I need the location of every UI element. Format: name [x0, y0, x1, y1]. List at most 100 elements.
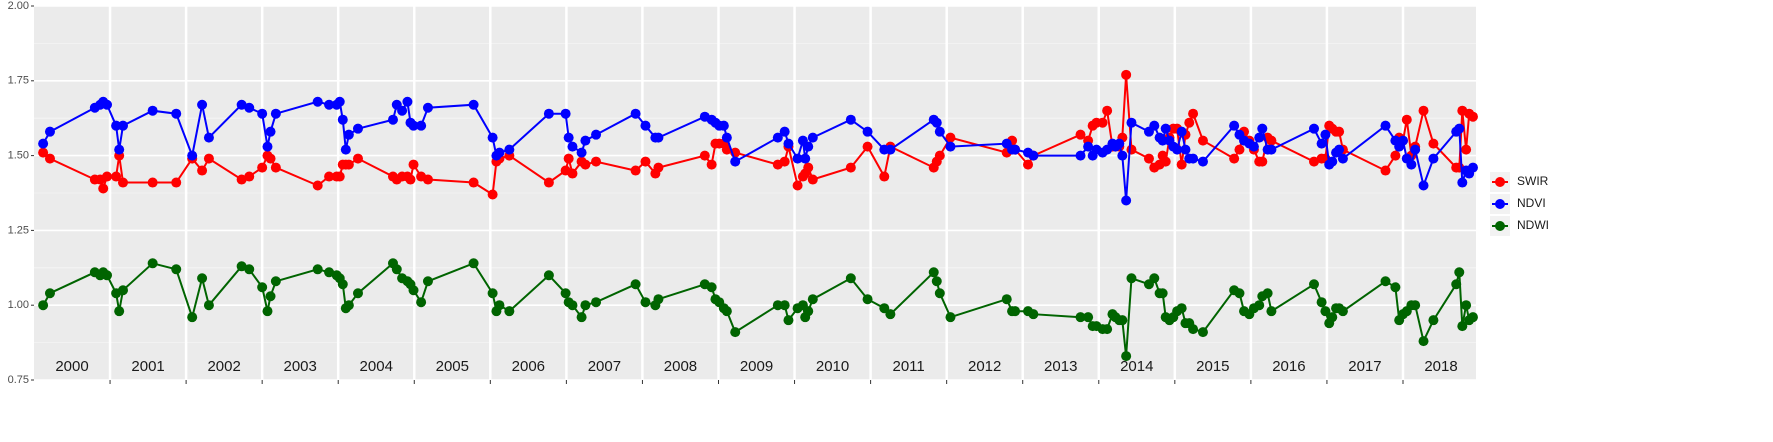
data-point	[772, 132, 783, 143]
data-point	[397, 105, 408, 116]
data-point	[1410, 300, 1421, 311]
data-point	[44, 288, 55, 299]
data-point	[114, 306, 125, 317]
data-point	[1197, 135, 1208, 146]
data-point	[862, 141, 873, 152]
data-point	[187, 150, 198, 161]
data-point	[1320, 306, 1331, 317]
data-point	[244, 171, 255, 182]
data-point	[387, 114, 398, 125]
data-point	[236, 261, 247, 272]
data-point	[1454, 123, 1465, 134]
data-point	[1180, 144, 1191, 155]
data-point	[576, 312, 587, 323]
data-point	[352, 288, 363, 299]
data-point	[402, 96, 413, 107]
data-point	[257, 108, 268, 119]
y-tick-label: 1.75	[8, 75, 29, 87]
data-point	[563, 132, 574, 143]
data-point	[1327, 156, 1338, 167]
data-point	[779, 300, 790, 311]
data-point	[1188, 324, 1199, 335]
data-point	[257, 282, 268, 293]
data-point	[1126, 144, 1137, 155]
data-point	[343, 129, 354, 140]
data-point	[1320, 129, 1331, 140]
year-label: 2007	[588, 358, 621, 375]
data-point	[38, 147, 49, 158]
data-point	[1176, 126, 1187, 137]
data-point	[171, 264, 182, 275]
data-point	[1229, 120, 1240, 131]
data-point	[1380, 120, 1391, 131]
year-label: 2018	[1424, 358, 1457, 375]
data-point	[1327, 312, 1338, 323]
data-point	[885, 144, 896, 155]
data-point	[779, 126, 790, 137]
y-tick-label: 1.25	[8, 224, 29, 236]
data-point	[1083, 312, 1094, 323]
data-point	[640, 120, 651, 131]
data-point	[111, 171, 122, 182]
data-point	[1248, 141, 1259, 152]
data-point	[1266, 144, 1277, 155]
data-point	[408, 285, 419, 296]
data-point	[845, 162, 856, 173]
legend-marker	[1495, 221, 1505, 231]
data-point	[203, 132, 214, 143]
data-point	[1406, 159, 1417, 170]
data-point	[147, 177, 158, 188]
data-point	[422, 276, 433, 287]
year-label: 2004	[360, 358, 393, 375]
data-point	[487, 189, 498, 200]
data-point	[567, 141, 578, 152]
data-point	[1337, 153, 1348, 164]
data-point	[334, 96, 345, 107]
y-tick-label: 2.00	[8, 0, 29, 12]
data-point	[111, 120, 122, 131]
data-point	[591, 156, 602, 167]
data-point	[343, 300, 354, 311]
data-point	[236, 174, 247, 185]
year-label: 2009	[740, 358, 773, 375]
data-point	[1257, 156, 1268, 167]
data-point	[807, 294, 818, 305]
data-point	[38, 300, 49, 311]
data-point	[270, 108, 281, 119]
data-point	[1117, 150, 1128, 161]
data-point	[1418, 336, 1429, 347]
data-point	[640, 156, 651, 167]
data-point	[114, 144, 125, 155]
data-point	[1126, 273, 1137, 284]
data-point	[262, 306, 273, 317]
data-point	[1234, 288, 1245, 299]
data-point	[340, 144, 351, 155]
data-point	[1197, 327, 1208, 338]
data-point	[1266, 306, 1277, 317]
data-point	[845, 273, 856, 284]
data-point	[1380, 165, 1391, 176]
data-point	[1428, 315, 1439, 326]
data-point	[560, 108, 571, 119]
data-point	[543, 108, 554, 119]
data-point	[1467, 312, 1478, 323]
legend-marker	[1495, 199, 1505, 209]
data-point	[706, 159, 717, 170]
data-point	[945, 141, 956, 152]
data-point	[244, 264, 255, 275]
data-point	[1143, 153, 1154, 164]
data-point	[885, 309, 896, 320]
data-point	[800, 153, 811, 164]
data-point	[783, 315, 794, 326]
data-point	[1257, 123, 1268, 134]
data-point	[653, 132, 664, 143]
data-point	[117, 285, 128, 296]
data-point	[312, 264, 323, 275]
data-point	[721, 306, 732, 317]
y-tick-label: 0.75	[8, 374, 29, 386]
data-point	[580, 135, 591, 146]
data-point	[262, 141, 273, 152]
data-point	[197, 165, 208, 176]
legend-marker	[1495, 177, 1505, 187]
